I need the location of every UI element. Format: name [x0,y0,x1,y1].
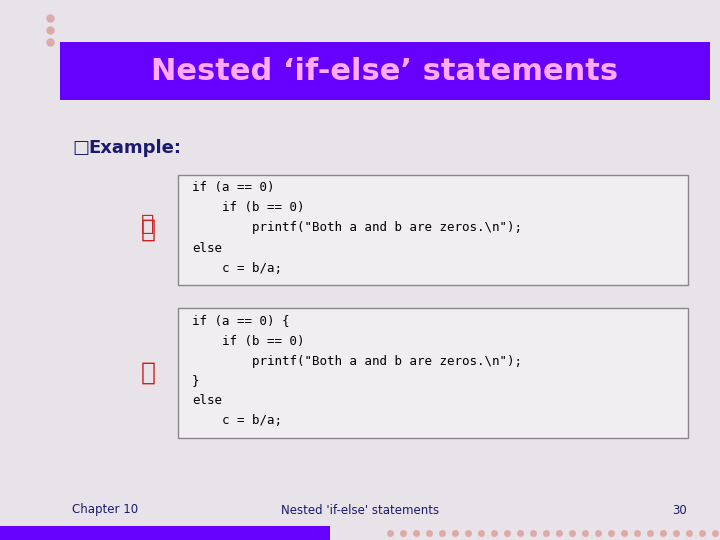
Text: □: □ [72,139,89,157]
Text: if (b == 0): if (b == 0) [192,334,305,348]
FancyBboxPatch shape [0,526,330,540]
Text: if (a == 0) {: if (a == 0) { [192,314,289,327]
Text: printf("Both a and b are zeros.\n");: printf("Both a and b are zeros.\n"); [192,221,522,234]
FancyBboxPatch shape [60,42,710,100]
FancyBboxPatch shape [178,175,688,285]
Text: 📄: 📄 [140,361,156,385]
FancyBboxPatch shape [178,308,688,438]
Text: c = b/a;: c = b/a; [192,415,282,428]
Text: 🖱: 🖱 [140,218,156,242]
Text: Nested ‘if-else’ statements: Nested ‘if-else’ statements [151,57,618,85]
Text: if (a == 0): if (a == 0) [192,181,274,194]
Text: c = b/a;: c = b/a; [192,261,282,274]
Text: }: } [192,375,199,388]
Text: Nested 'if-else' statements: Nested 'if-else' statements [281,503,439,516]
Text: Chapter 10: Chapter 10 [72,503,138,516]
Text: Example:: Example: [88,139,181,157]
Text: if (b == 0): if (b == 0) [192,201,305,214]
Text: 🖱: 🖱 [141,214,155,234]
Text: else: else [192,395,222,408]
Text: printf("Both a and b are zeros.\n");: printf("Both a and b are zeros.\n"); [192,354,522,368]
Text: else: else [192,241,222,254]
Text: 30: 30 [672,503,688,516]
